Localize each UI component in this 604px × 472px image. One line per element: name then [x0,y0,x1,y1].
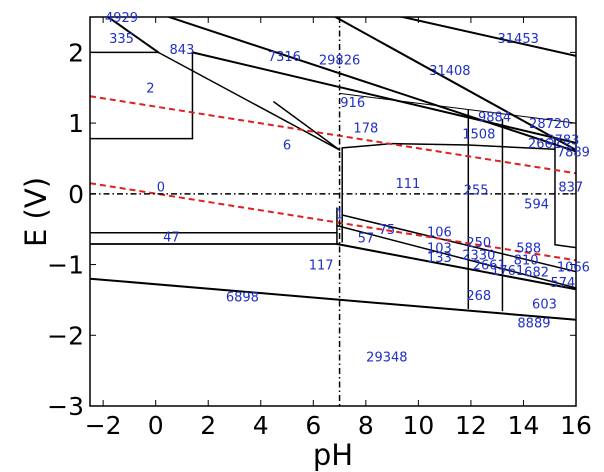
boundary-line-2 [165,17,576,153]
region-label: 7316 [268,50,301,65]
boundary-line-4 [191,51,576,144]
boundary-line-27 [554,243,576,249]
y-tick-label: 1 [68,109,84,138]
y-tick-label: −2 [47,321,84,350]
region-label: 843 [170,43,195,58]
region-label: 268 [466,289,491,304]
boundary-line-3 [157,51,341,151]
boundary-line-0 [106,17,160,54]
region-label: 2662 [528,137,561,152]
boundary-line-23 [341,214,576,273]
region-label: 57 [358,232,375,247]
region-label: 9884 [478,111,511,126]
y-tick-label: 2 [68,38,84,67]
region-label: 3783 [546,133,579,148]
region-label: 0 [157,181,165,196]
x-axis-title: pH [313,438,353,472]
region-label: 603 [532,297,557,312]
region-label: 111 [395,177,420,192]
region-label: 28720 [529,117,570,132]
region-label: 31453 [498,32,539,47]
region-label: 574 [550,276,575,291]
boundary-line-13 [341,142,393,149]
x-tick-label: 2 [200,411,216,440]
x-tick-label: 8 [358,411,374,440]
region-label: 8889 [517,317,550,332]
boundary-line-9 [339,92,576,124]
region-label: 335 [109,32,134,47]
region-labels: 4929 335 843 7316 29826 31453 31408 2 916 6 178 988… [105,11,590,365]
boundary-line-11 [398,17,576,57]
region-label: 7889 [557,145,590,160]
region-label: 29826 [319,53,360,68]
region-label: 1761 [491,264,524,279]
water-stability-lines [90,95,576,262]
region-label: 255 [464,184,489,199]
y-tick-label: −1 [47,251,84,280]
region-label: 29348 [366,350,407,365]
region-label: 837 [558,181,583,196]
boundary-line-8 [273,101,341,151]
y-tick-label: −3 [47,392,84,421]
boundary-line-26 [90,277,576,321]
region-label: 117 [309,259,334,274]
boundary-line-14 [391,142,470,146]
region-label: 250 [466,236,491,251]
x-tick-label: 4 [253,411,269,440]
region-label: 31408 [429,64,470,79]
region-label: 810 [514,254,539,269]
region-label: 2 [146,82,154,97]
x-tick-label: 10 [402,411,434,440]
x-tick-label: 0 [148,411,164,440]
region-label: 133 [427,251,452,266]
region-label: 106 [427,225,452,240]
region-label: 6898 [226,290,259,305]
water-stability-line-1 [90,182,576,262]
boundary-line-22 [335,243,576,291]
y-tick-label: 0 [68,180,84,209]
y-axis-title: E (V) [19,177,53,247]
region-label: 1508 [462,128,495,143]
plot-frame [89,16,577,407]
region-label: 103 [427,242,452,257]
x-tick-label: −2 [85,411,122,440]
region-label: 682 [524,266,549,281]
region-label: 75 [379,223,396,238]
reference-lines [90,17,576,406]
region-label: 4929 [105,11,138,26]
region-label: 2661 [473,259,506,274]
boundary-line-15 [467,144,556,151]
water-stability-line-0 [90,95,576,175]
x-tick-label: 14 [508,411,540,440]
x-tick-label: 6 [305,411,321,440]
plot-clip-group [90,17,576,406]
boundary-line-24 [336,224,576,289]
region-label: 178 [353,121,378,136]
region-label: 916 [340,96,365,111]
boundary-line-10 [333,17,576,151]
region-label: 594 [524,198,549,213]
region-label: 2330 [462,249,495,264]
region-label: 6 [283,138,291,153]
region-label: 1066 [557,261,590,276]
region-label: 1 [335,208,343,223]
region-label: 588 [516,242,541,257]
x-tick-label: 16 [560,411,592,440]
region-label: 47 [163,230,180,245]
x-tick-label: 12 [455,411,487,440]
